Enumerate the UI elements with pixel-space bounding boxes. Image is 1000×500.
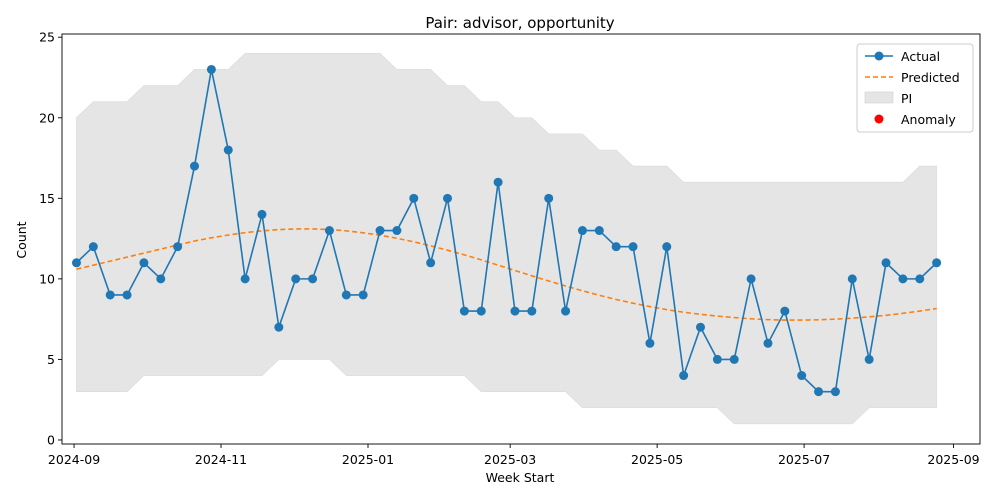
actual-point: [88, 242, 98, 252]
actual-point: [763, 338, 773, 348]
plot-area: [71, 53, 942, 425]
actual-point: [746, 274, 756, 284]
actual-point: [662, 242, 672, 252]
actual-point: [156, 274, 166, 284]
actual-point: [628, 242, 638, 252]
actual-point: [459, 306, 469, 316]
actual-point: [847, 274, 857, 284]
x-axis-label: Week Start: [486, 470, 555, 485]
legend-actual-label: Actual: [901, 49, 940, 64]
actual-point: [341, 290, 351, 300]
actual-point: [696, 322, 705, 332]
y-tick-label: 15: [39, 191, 55, 206]
y-axis-label: Count: [14, 221, 29, 258]
actual-line: [75, 69, 938, 393]
actual-point: [510, 306, 520, 316]
actual-points: [71, 64, 942, 397]
legend-anomaly-marker: [874, 114, 884, 124]
legend-predicted-label: Predicted: [901, 70, 960, 85]
actual-point: [257, 209, 267, 219]
actual-point: [206, 64, 216, 74]
legend-actual-marker: [874, 51, 884, 61]
actual-point: [561, 306, 571, 316]
legend-pi-label: PI: [901, 91, 912, 106]
actual-point: [426, 258, 436, 268]
actual-point: [190, 161, 200, 171]
actual-point: [409, 193, 419, 203]
legend-pi-swatch: [864, 91, 894, 104]
actual-point: [139, 258, 149, 268]
x-tick-label: 2025-03: [484, 452, 536, 467]
actual-point: [527, 306, 537, 316]
actual-point: [122, 290, 132, 300]
actual-point: [729, 354, 739, 364]
actual-point: [932, 258, 942, 268]
actual-point: [173, 242, 183, 252]
actual-point: [493, 177, 503, 187]
actual-point: [780, 306, 790, 316]
actual-point: [898, 274, 908, 284]
x-tick-label: 2024-11: [195, 452, 247, 467]
x-tick-label: 2025-07: [778, 452, 830, 467]
actual-point: [375, 226, 385, 236]
legend-anomaly-label: Anomaly: [901, 112, 956, 127]
actual-point: [679, 371, 689, 381]
actual-point: [358, 290, 368, 300]
actual-point: [645, 338, 655, 348]
actual-point: [308, 274, 318, 284]
actual-point: [594, 226, 604, 236]
actual-point: [611, 242, 621, 252]
actual-point: [544, 193, 554, 203]
prediction-interval-band: [76, 53, 937, 425]
actual-point: [443, 193, 453, 203]
actual-point: [476, 306, 486, 316]
actual-point: [797, 371, 807, 381]
plot-frame: [61, 33, 981, 445]
y-tick-label: 0: [47, 432, 55, 447]
y-axis: 0 5 10 15 20 25: [39, 30, 62, 447]
y-tick-label: 25: [39, 30, 55, 45]
chart-title: Pair: advisor, opportunity: [425, 14, 614, 32]
actual-point: [274, 322, 284, 332]
actual-point: [915, 274, 925, 284]
actual-point: [830, 387, 840, 397]
x-tick-label: 2025-09: [927, 452, 979, 467]
actual-point: [71, 258, 81, 268]
actual-point: [291, 274, 301, 284]
x-tick-label: 2025-01: [342, 452, 394, 467]
actual-point: [577, 226, 587, 236]
actual-point: [864, 354, 874, 364]
x-tick-label: 2025-05: [631, 452, 683, 467]
x-axis: 2024-09 2024-11 2025-01 2025-03 2025-05 2025-…: [48, 444, 980, 467]
legend-box: [856, 43, 974, 133]
y-tick-label: 10: [39, 271, 55, 286]
actual-point: [240, 274, 250, 284]
actual-point: [881, 258, 891, 268]
actual-point: [223, 145, 233, 155]
predicted-line: [76, 228, 937, 321]
actual-point: [814, 387, 824, 397]
y-tick-label: 5: [47, 352, 55, 367]
actual-point: [712, 354, 722, 364]
actual-point: [324, 226, 334, 236]
x-tick-label: 2024-09: [48, 452, 100, 467]
actual-point: [392, 226, 402, 236]
y-tick-label: 20: [39, 110, 55, 125]
actual-point: [105, 290, 115, 300]
legend: Actual Predicted PI Anomaly: [856, 43, 974, 133]
